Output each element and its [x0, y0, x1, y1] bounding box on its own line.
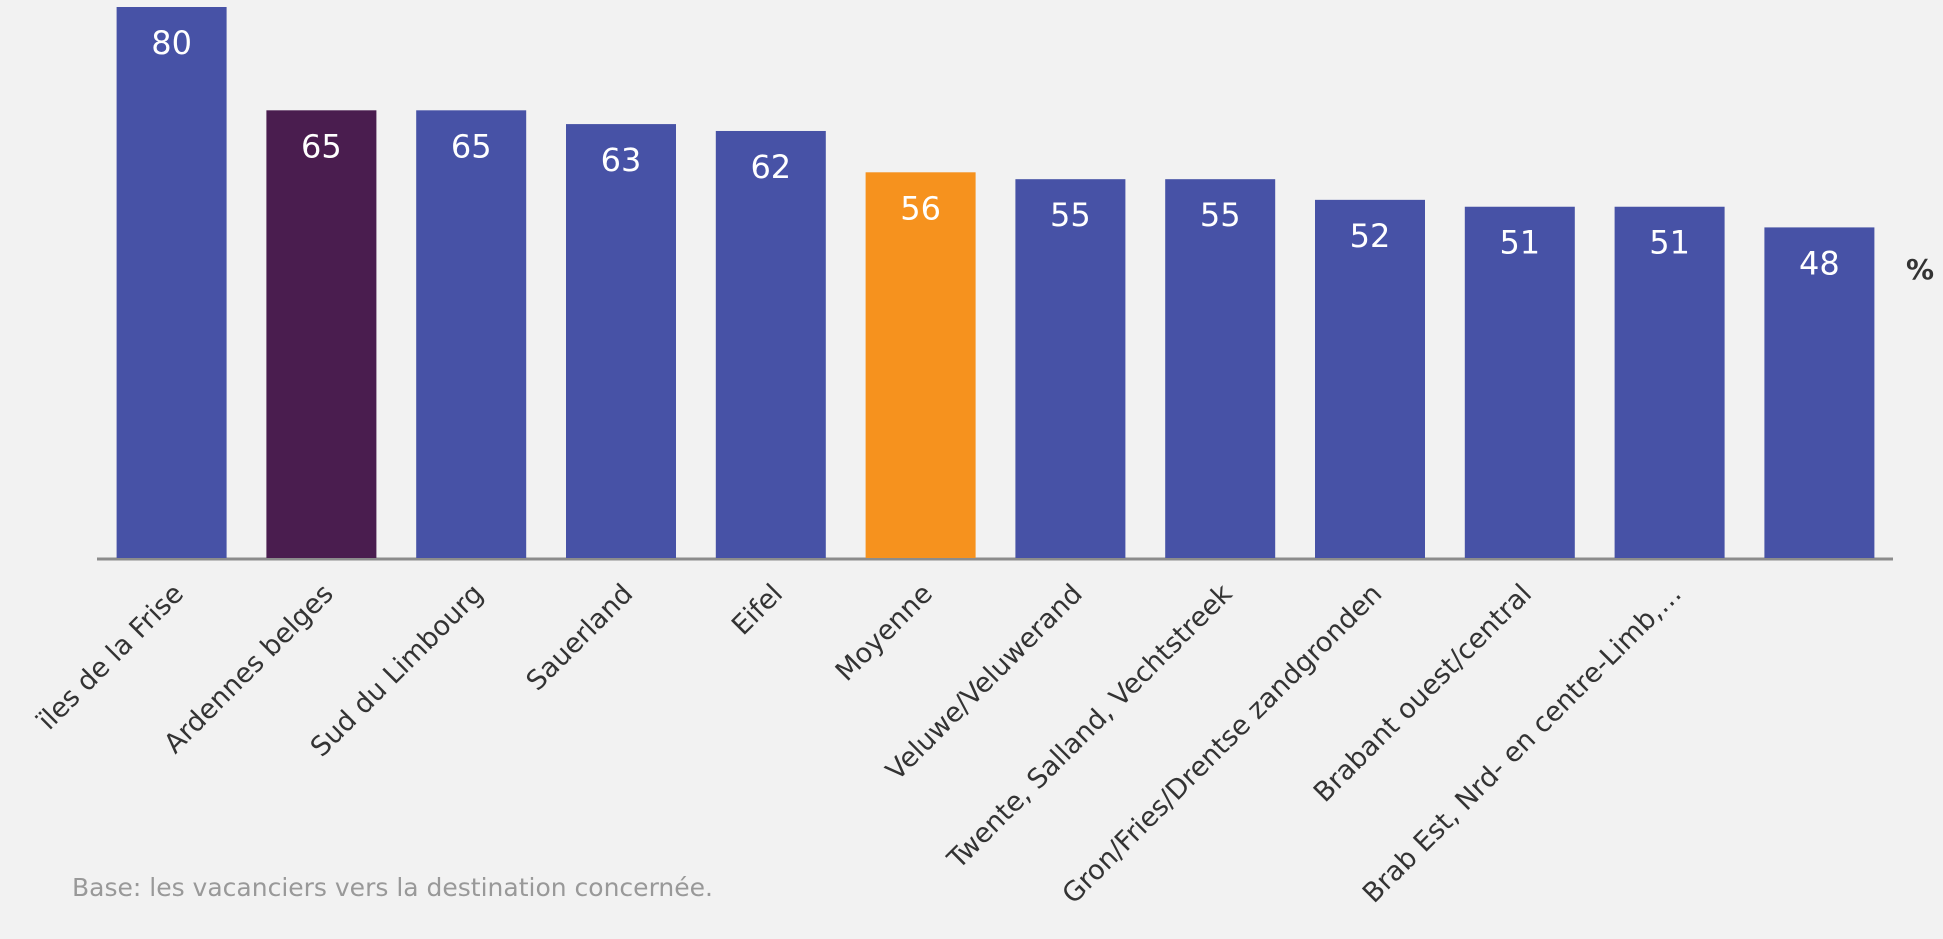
bar: [266, 110, 377, 558]
bar: [865, 172, 976, 559]
footnote: Base: les vacanciers vers la destination…: [72, 873, 713, 902]
bar: [566, 124, 676, 559]
value-label: 63: [601, 141, 642, 179]
bar: [1315, 199, 1425, 558]
bar: [1015, 179, 1126, 558]
value-label: 48: [1799, 244, 1840, 282]
bar: [116, 7, 227, 558]
value-label: 56: [900, 189, 941, 227]
value-label: 55: [1050, 196, 1091, 234]
bar: [416, 110, 527, 558]
value-label: 55: [1200, 196, 1241, 234]
value-label: 52: [1350, 217, 1391, 255]
bar: [715, 130, 826, 558]
bar: [1764, 227, 1875, 558]
value-label: 65: [301, 127, 342, 165]
value-label: 62: [750, 148, 791, 186]
bar: [1614, 206, 1725, 559]
unit-label: %: [1906, 253, 1934, 286]
value-label: 51: [1499, 224, 1540, 262]
bar: [1165, 179, 1276, 558]
value-label: 80: [151, 24, 192, 62]
bar: [1464, 206, 1575, 559]
value-label: 65: [451, 127, 492, 165]
value-label: 51: [1649, 224, 1690, 262]
